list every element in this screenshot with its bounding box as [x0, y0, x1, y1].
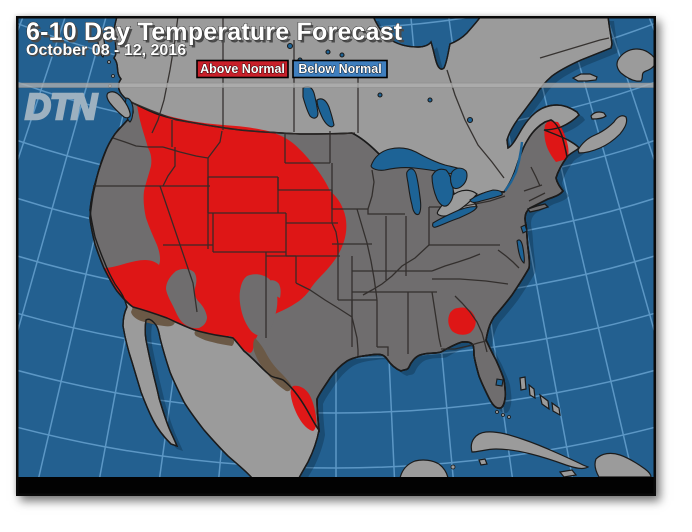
svg-text:6-10 Day Temperature Forecast: 6-10 Day Temperature Forecast: [28, 20, 405, 48]
svg-text:October 08 - 12, 2016: October 08 - 12, 2016: [27, 43, 187, 60]
svg-text:DTN: DTN: [25, 86, 98, 127]
svg-text:Below Normal: Below Normal: [298, 62, 381, 76]
svg-text:Above Normal: Above Normal: [200, 62, 285, 76]
svg-text:6-10 Day Temperature Forecast: 6-10 Day Temperature Forecast: [26, 18, 403, 46]
svg-text:October 08 - 12, 2016: October 08 - 12, 2016: [26, 42, 186, 59]
